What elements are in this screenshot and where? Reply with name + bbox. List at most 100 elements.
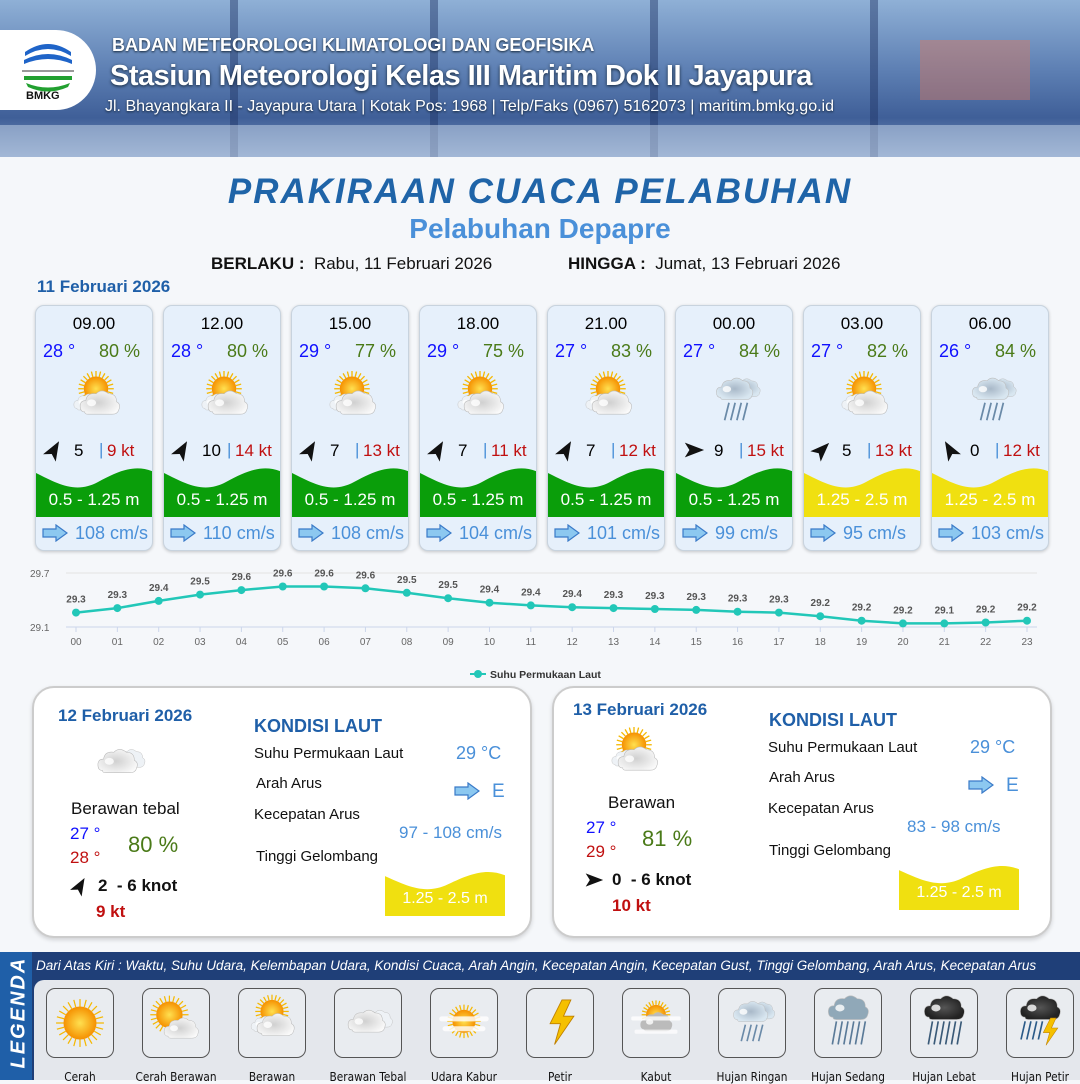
humidity: 83 %	[610, 341, 652, 361]
air-temperature: 26 °	[939, 341, 972, 361]
x-tick-label: 20	[897, 637, 909, 648]
separator: |	[355, 440, 360, 459]
data-label: 29.3	[769, 595, 789, 606]
x-tick-label: 14	[649, 637, 661, 648]
x-tick-label: 13	[608, 637, 620, 648]
separator: |	[867, 440, 872, 459]
current-speed: 108 cm/s	[75, 523, 149, 543]
station-address: Jl. Bhayangkara II - Jayapura Utara | Ko…	[105, 98, 834, 115]
wave-height: 1.25 - 2.5 m	[944, 490, 1036, 509]
valid-from: BERLAKU : Rabu, 11 Februari 2026	[211, 254, 492, 274]
data-label: 29.5	[438, 580, 458, 591]
berawan-tebal-weather-icon	[84, 728, 154, 798]
humidity: 84 %	[738, 341, 780, 361]
data-point	[733, 607, 742, 616]
wind-speed: 5	[74, 441, 84, 460]
current-direction-icon	[170, 523, 197, 543]
legend-item: Udara Kabur	[418, 988, 508, 1084]
current-info: 104 cm/s	[426, 521, 536, 545]
berawan-weather-icon	[58, 366, 134, 436]
data-label: 29.1	[935, 605, 955, 616]
wind-direction-icon	[43, 439, 65, 462]
legend-label: Berawan	[248, 1070, 296, 1084]
forecast-time: 15.00	[328, 314, 372, 333]
gust-speed: 9 kt	[107, 441, 135, 460]
berawan-weather-icon	[186, 366, 262, 436]
legend-title: LEGENDA	[7, 956, 30, 1069]
cerah-berawan-icon	[142, 988, 210, 1058]
sea-condition-title: KONDISI LAUT	[254, 716, 382, 736]
data-label: 29.2	[852, 603, 872, 614]
kabut-icon	[622, 988, 690, 1058]
wind-direction-icon	[70, 876, 90, 897]
x-tick-label: 10	[484, 637, 496, 648]
current-direction: E	[1006, 775, 1019, 796]
wind-range: 0 - 6 knot	[612, 870, 692, 889]
wave-height: 1.25 - 2.5 m	[402, 890, 488, 907]
data-label: 29.2	[811, 598, 831, 609]
x-tick-label: 11	[526, 637, 537, 648]
current-direction: E	[492, 781, 505, 802]
wind-direction-icon	[427, 439, 449, 462]
air-temperature: 28 °	[43, 341, 76, 361]
current-speed-range: 83 - 98 cm/s	[907, 817, 1001, 836]
valid-from-label: BERLAKU :	[211, 254, 305, 273]
daily-forecast-panel: 13 Februari 2026 Berawan 27 ° 29 ° 81 % …	[552, 686, 1052, 938]
current-direction-icon	[426, 523, 453, 543]
wave-height: 1.25 - 2.5 m	[916, 884, 1002, 901]
data-label: 29.3	[686, 592, 706, 603]
hujan-ringan-icon	[718, 988, 786, 1058]
current-speed: 95 cm/s	[843, 523, 907, 543]
legend-label: Kabut	[640, 1070, 672, 1084]
x-tick-label: 07	[360, 637, 372, 648]
x-tick-label: 02	[153, 637, 165, 648]
current-speed-range: 97 - 108 cm/s	[399, 823, 502, 842]
legend-item: Berawan Tebal	[322, 988, 412, 1084]
data-label: 29.3	[645, 591, 665, 602]
berawan-weather-icon	[599, 722, 669, 792]
wind-speed: 7	[586, 441, 596, 460]
wind-info: 5 | 9 kt	[41, 439, 151, 462]
data-point	[609, 604, 618, 613]
legend-item: Cerah Berawan	[130, 988, 220, 1084]
wind-direction-icon	[683, 439, 705, 461]
hujan-sedang-icon	[814, 988, 882, 1058]
gust-speed: 14 kt	[235, 441, 272, 460]
berawan-tebal-icon	[334, 988, 402, 1058]
gust-speed: 15 kt	[747, 441, 784, 460]
forecast-card: 21.00 27 ° 83 % 7 | 12 kt 0.5 - 1.25 m 101…	[547, 305, 665, 551]
data-point	[402, 588, 411, 597]
data-point	[568, 603, 577, 612]
valid-to-label: HINGGA :	[568, 254, 646, 273]
cerah-icon	[46, 988, 114, 1058]
min-temperature: 27 °	[586, 818, 617, 837]
data-label: 29.2	[976, 605, 996, 616]
hujan-ringan-weather-icon	[698, 366, 774, 436]
x-tick-label: 04	[236, 637, 248, 648]
wind-speed: 5	[842, 441, 852, 460]
panel-date: 13 Februari 2026	[573, 700, 708, 719]
current-speed: 110 cm/s	[203, 523, 275, 543]
forecast-card: 03.00 27 ° 82 % 5 | 13 kt 1.25 - 2.5 m 95 …	[803, 305, 921, 551]
humidity: 80 %	[128, 832, 179, 857]
data-label: 29.6	[232, 572, 252, 583]
data-label: 29.4	[521, 587, 541, 598]
wave-height-label: Tinggi Gelombang	[769, 842, 892, 859]
condition-text: Berawan tebal	[71, 799, 180, 818]
current-info: 110 cm/s	[170, 521, 280, 545]
data-point	[444, 594, 453, 603]
air-temperature: 27 °	[811, 341, 844, 361]
current-info: 108 cm/s	[298, 521, 408, 545]
valid-to: HINGGA : Jumat, 13 Februari 2026	[568, 254, 840, 274]
sst-value: 29 °C	[970, 737, 1016, 757]
current-info: 95 cm/s	[810, 521, 920, 545]
data-point	[196, 590, 205, 599]
x-tick-label: 15	[691, 637, 703, 648]
x-tick-label: 17	[773, 637, 785, 648]
data-label: 29.6	[314, 569, 334, 580]
legend-label: Hujan Sedang	[811, 1070, 885, 1084]
sst-label: Suhu Permukaan Laut	[254, 745, 404, 762]
current-direction-label: Arah Arus	[769, 769, 835, 786]
wind-direction-icon	[810, 439, 833, 462]
forecast-time: 21.00	[584, 314, 628, 333]
